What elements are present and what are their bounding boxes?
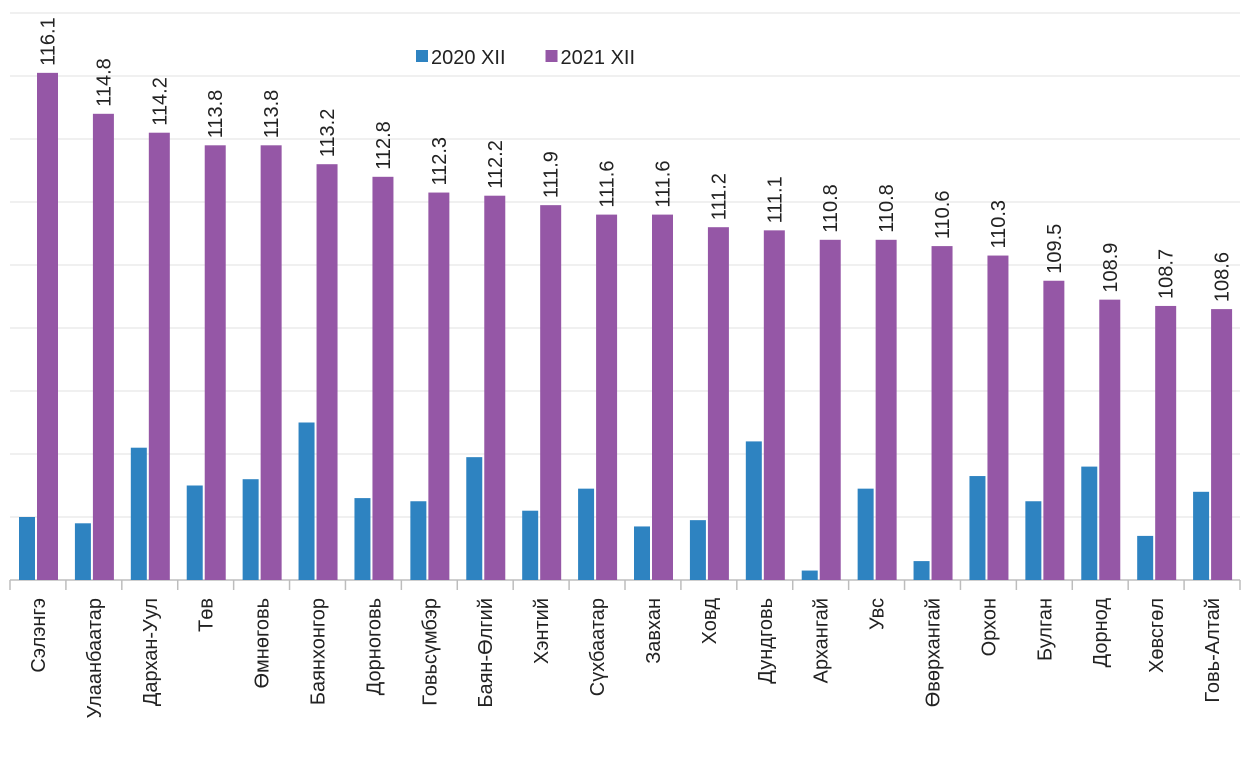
bar xyxy=(522,510,539,580)
data-label: 114.2 xyxy=(149,77,171,126)
x-tick-label: Өвөрхангай xyxy=(923,598,945,707)
bar xyxy=(689,520,706,580)
bar xyxy=(969,476,986,580)
x-tick-label: Улаанбаатар xyxy=(84,598,106,718)
data-label: 113.8 xyxy=(261,90,283,139)
x-tick-label: Говьсүмбэр xyxy=(419,598,441,706)
data-label: 108.9 xyxy=(1100,243,1122,293)
x-tick-label: Говь-Алтай xyxy=(1202,598,1224,703)
bar xyxy=(242,479,259,580)
data-label: 110.3 xyxy=(988,200,1010,249)
bar xyxy=(540,205,562,580)
bar xyxy=(186,485,203,580)
bar xyxy=(1043,280,1065,580)
data-label: 111.9 xyxy=(541,151,563,198)
x-tick-label: Дархан-Уул xyxy=(140,598,162,706)
bar xyxy=(578,488,595,580)
bar xyxy=(1155,305,1177,580)
bar xyxy=(372,176,394,581)
bar xyxy=(801,570,818,580)
bar xyxy=(875,239,897,581)
bar xyxy=(1137,535,1154,580)
x-tick-label: Өмнөговь xyxy=(252,598,274,689)
x-tick-label: Дорноговь xyxy=(363,598,385,695)
x-tick-label: Архангай xyxy=(811,598,833,683)
bar xyxy=(745,441,762,580)
bar xyxy=(1025,501,1042,580)
bar xyxy=(19,517,35,580)
data-label: 110.8 xyxy=(876,184,898,233)
data-label: 113.2 xyxy=(317,109,339,158)
x-tick-label: Булган xyxy=(1034,598,1056,661)
data-label: 112.2 xyxy=(485,140,507,189)
data-label: 116.1 xyxy=(38,17,60,66)
data-label: 111.6 xyxy=(653,161,675,208)
data-label: 111.1 xyxy=(764,176,786,223)
bar xyxy=(204,145,226,581)
bar xyxy=(298,422,315,580)
bar xyxy=(130,447,147,580)
data-label: 112.3 xyxy=(429,137,451,186)
bar xyxy=(92,113,114,581)
data-label: 111.6 xyxy=(597,161,619,208)
bar xyxy=(1099,299,1121,580)
bar xyxy=(987,255,1009,581)
bar xyxy=(37,72,58,580)
bar xyxy=(316,164,338,580)
x-tick-label: Баян-Өлгий xyxy=(475,598,497,708)
x-tick-label: Увс xyxy=(867,598,889,630)
x-tick-label: Завхан xyxy=(643,598,665,664)
bar xyxy=(1211,309,1233,580)
x-tick-label: Дорнод xyxy=(1090,598,1112,668)
x-tick-label: Сүхбаатар xyxy=(587,598,609,696)
bar xyxy=(484,195,506,580)
bar xyxy=(1081,466,1098,580)
data-label: 108.6 xyxy=(1212,252,1234,302)
bar xyxy=(148,132,170,580)
bar xyxy=(466,457,483,580)
data-label: 108.7 xyxy=(1156,249,1178,299)
x-tick-label: Орхон xyxy=(978,598,1000,656)
data-label: 110.8 xyxy=(820,184,842,233)
data-label: 111.2 xyxy=(708,173,730,220)
bar xyxy=(857,488,874,580)
bar xyxy=(260,145,282,581)
data-label: 114.8 xyxy=(93,58,115,107)
data-label: 110.6 xyxy=(932,191,954,240)
bar xyxy=(819,239,841,581)
data-label: 112.8 xyxy=(373,121,395,170)
x-tick-label: Сэлэнгэ xyxy=(28,598,50,673)
x-tick-label: Дундговь xyxy=(755,598,777,684)
legend-swatch xyxy=(416,50,428,62)
bar xyxy=(634,526,650,580)
bar xyxy=(913,561,930,580)
x-tick-label: Төв xyxy=(196,598,218,632)
bar xyxy=(354,498,371,580)
bar xyxy=(763,230,785,580)
bar xyxy=(428,192,450,581)
x-tick-label: Хөвсгөл xyxy=(1146,598,1168,673)
x-tick-label: Ховд xyxy=(699,598,721,645)
bar xyxy=(931,246,953,580)
bar xyxy=(410,501,427,580)
legend-label: 2020 XII xyxy=(431,47,506,69)
bar xyxy=(74,523,91,580)
bar xyxy=(707,227,729,580)
x-tick-label: Баянхонгор xyxy=(308,598,330,705)
bar xyxy=(1193,491,1210,580)
x-tick-label: Хэнтий xyxy=(531,598,553,664)
legend-label: 2021 XII xyxy=(561,47,636,69)
data-label: 109.5 xyxy=(1044,224,1066,274)
bar xyxy=(652,214,673,580)
bar xyxy=(596,214,618,580)
legend-swatch xyxy=(545,50,558,62)
data-label: 113.8 xyxy=(205,90,227,139)
